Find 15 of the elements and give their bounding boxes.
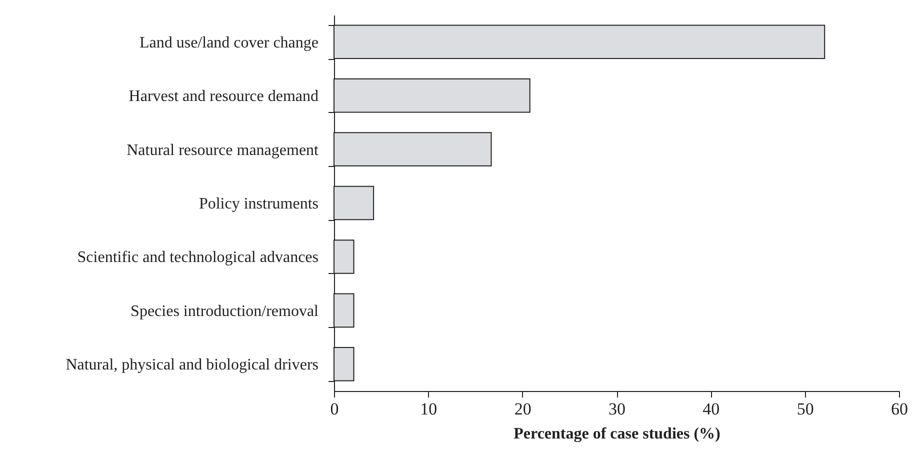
x-tick-label: 50 [796,400,814,418]
x-tick-label: 10 [420,400,438,418]
y-tick-label: Natural, physical and biological drivers [66,356,318,374]
x-tick-label: 40 [702,400,720,418]
y-tick-label: Natural resource management [126,142,320,159]
x-tick-label: 0 [330,400,339,418]
y-tick-label: Policy instruments [198,196,318,212]
x-axis-title: Percentage of case studies (%) [514,426,720,442]
x-tick-label: 30 [608,400,626,418]
x-tick-label: 20 [514,400,532,418]
y-tick-label: Harvest and resource demand [128,88,318,106]
y-tick-label: Scientific and technological advances [77,249,318,266]
y-tick-label: Land use/land cover change [139,34,318,52]
x-tick-label: 60 [891,400,908,418]
y-tick-label: Species introduction/removal [130,302,320,320]
